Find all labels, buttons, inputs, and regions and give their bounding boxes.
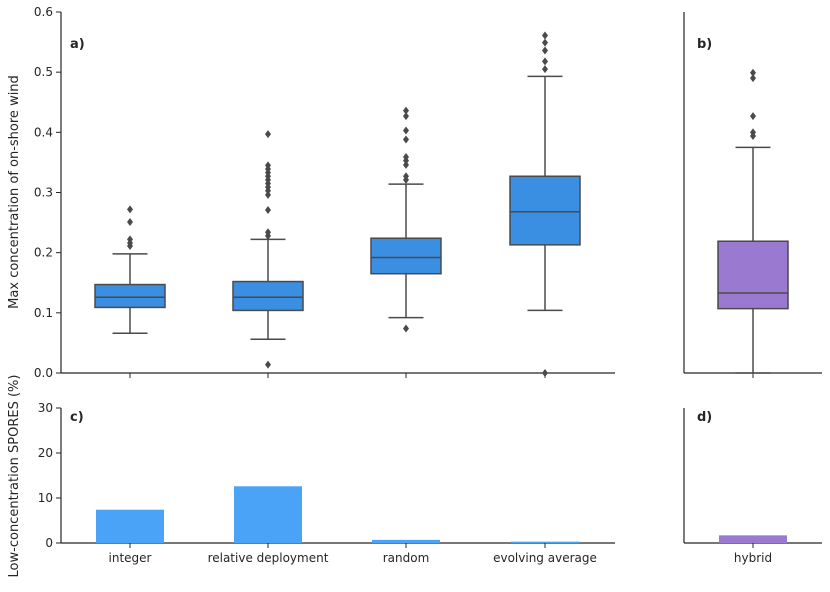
panel-a-label: a) bbox=[70, 37, 85, 52]
box-integer bbox=[94, 283, 166, 309]
outlier-point bbox=[403, 153, 409, 162]
outlier-point bbox=[542, 65, 548, 74]
outlier-point bbox=[403, 172, 409, 181]
outlier-point bbox=[750, 74, 756, 83]
y-tick-label: 0 bbox=[45, 536, 53, 550]
y-tick-label: 0.0 bbox=[34, 366, 53, 380]
panel-a-ylabel: Max concentration of on-shore wind bbox=[7, 75, 22, 309]
outlier-point bbox=[265, 190, 271, 199]
outlier-point bbox=[542, 38, 548, 47]
outlier-point bbox=[542, 31, 548, 40]
outlier-point bbox=[542, 46, 548, 55]
y-tick-label: 20 bbox=[38, 446, 53, 460]
panel-b-boxplot: b) bbox=[683, 12, 822, 378]
panel-c-barchart: 0 10 20 30 integer relative deployment random e… bbox=[38, 401, 615, 565]
panel-d-barchart: hybrid d) bbox=[683, 408, 822, 565]
bar-random bbox=[372, 539, 440, 543]
x-tick-label: hybrid bbox=[734, 551, 772, 565]
x-tick-label: relative deployment bbox=[208, 551, 329, 565]
box-relative-deployment bbox=[232, 280, 304, 312]
y-tick-label: 0.1 bbox=[34, 306, 53, 320]
y-tick-label: 0.4 bbox=[34, 125, 53, 139]
outlier-point bbox=[750, 112, 756, 121]
x-tick-label: integer bbox=[109, 551, 152, 565]
outlier-point bbox=[265, 205, 271, 214]
outlier-point bbox=[750, 68, 756, 77]
outlier-point bbox=[127, 205, 133, 214]
outlier-point bbox=[403, 135, 409, 144]
y-tick-label: 0.3 bbox=[34, 186, 53, 200]
outlier-point bbox=[403, 106, 409, 115]
y-tick-label: 0.5 bbox=[34, 65, 53, 79]
x-tick-label: evolving average bbox=[493, 551, 597, 565]
panel-a-boxplot: 0.0 0.1 0.2 0.3 0.4 0.5 0.6 a) bbox=[34, 5, 615, 380]
y-tick-label: 10 bbox=[38, 491, 53, 505]
outlier-point bbox=[265, 228, 271, 237]
outlier-point bbox=[265, 360, 271, 369]
x-tick-label: random bbox=[383, 551, 430, 565]
bar-evolving-average bbox=[511, 541, 579, 543]
outlier-point bbox=[750, 128, 756, 137]
y-tick-label: 0.2 bbox=[34, 246, 53, 260]
panel-b-label: b) bbox=[697, 37, 712, 52]
outlier-point bbox=[265, 161, 271, 170]
outlier-point bbox=[127, 235, 133, 244]
bar-hybrid bbox=[719, 535, 787, 543]
panel-d-label: d) bbox=[697, 410, 712, 425]
bar-relative-deployment bbox=[234, 486, 302, 543]
box-hybrid bbox=[717, 240, 789, 310]
outlier-point bbox=[542, 369, 548, 377]
bar-integer bbox=[96, 509, 164, 543]
box-random bbox=[370, 237, 442, 275]
y-tick-label: 0.6 bbox=[34, 5, 53, 19]
outlier-point bbox=[403, 112, 409, 121]
outlier-point bbox=[265, 130, 271, 139]
box-evolving-average bbox=[509, 175, 581, 246]
y-tick-label: 30 bbox=[38, 401, 53, 415]
outlier-point bbox=[403, 160, 409, 169]
outlier-point bbox=[403, 126, 409, 135]
panel-c-label: c) bbox=[70, 410, 84, 425]
outlier-point bbox=[542, 57, 548, 66]
outlier-point bbox=[403, 324, 409, 333]
outlier-point bbox=[127, 217, 133, 226]
panel-c-ylabel: Low-concentration SPORES (%) bbox=[7, 375, 22, 578]
